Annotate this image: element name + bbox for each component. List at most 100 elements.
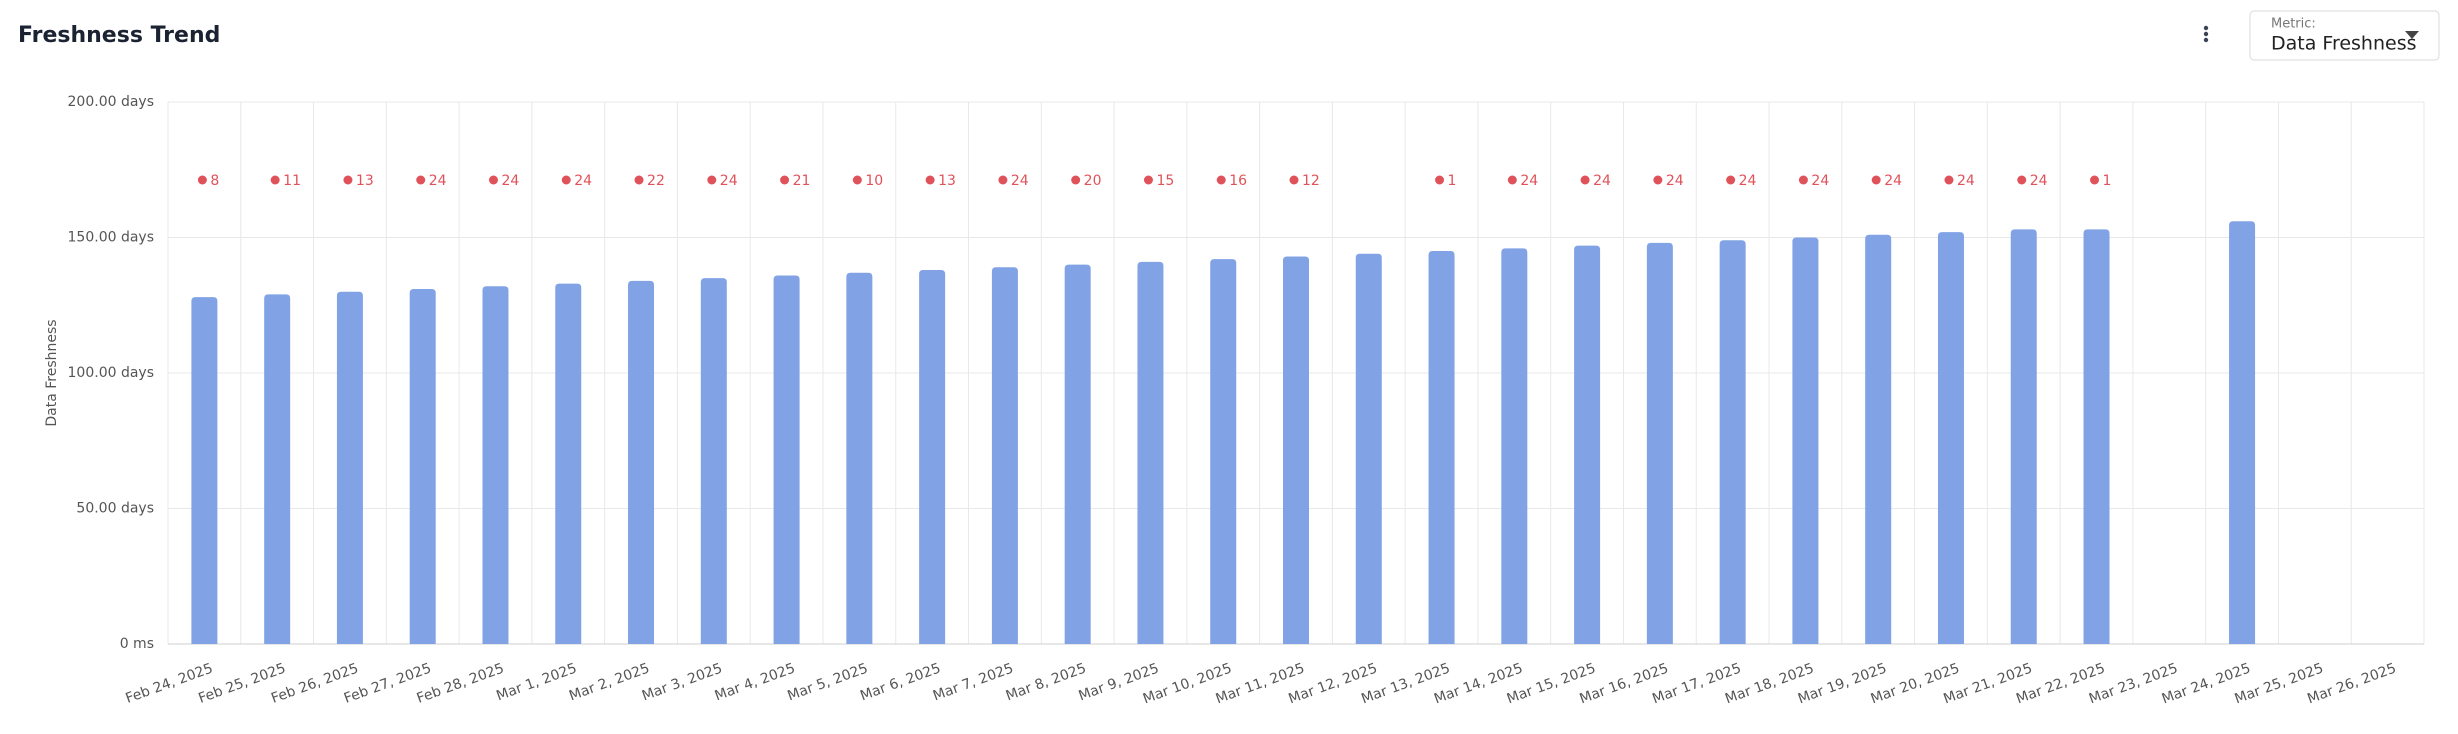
bar (2010, 229, 2037, 644)
incident-dot (1944, 175, 1954, 185)
bar (1501, 248, 1528, 644)
incident-count: 24 (1666, 173, 1684, 189)
incident-count: 24 (1884, 173, 1902, 189)
x-tick-label: Mar 5, 2025 (785, 660, 870, 704)
incident-count: 24 (1811, 173, 1829, 189)
incident-count: 20 (1084, 173, 1102, 189)
incident-dot (780, 175, 790, 185)
incident-dot (561, 175, 571, 185)
x-tick-label: Mar 2, 2025 (567, 660, 652, 704)
incident-count: 24 (1011, 173, 1029, 189)
bar (1719, 240, 1746, 644)
bar (191, 297, 218, 644)
more-menu[interactable] (2192, 20, 2220, 48)
incident-count: 22 (647, 173, 665, 189)
incident-count: 16 (1229, 173, 1247, 189)
y-axis-title: Data Freshness (44, 319, 60, 426)
bar (2229, 221, 2256, 645)
metric-dropdown[interactable]: Metric: Data Freshness (2249, 10, 2440, 61)
incident-dot (1580, 175, 1590, 185)
incident-count: 12 (1302, 173, 1320, 189)
incident-count: 11 (283, 173, 301, 189)
bar (628, 280, 655, 644)
dropdown-label: Metric: (2271, 17, 2316, 32)
incident-count: 21 (793, 173, 811, 189)
dropdown-value: Data Freshness (2271, 33, 2417, 55)
incident-dot (1507, 175, 1517, 185)
dot (2203, 25, 2209, 31)
bar (555, 283, 582, 644)
incident-dot (1726, 175, 1736, 185)
y-tick-label: 50.00 days (76, 501, 154, 517)
incident-dot (1871, 175, 1881, 185)
y-tick-label: 0 ms (120, 636, 154, 652)
dropdown-box[interactable] (2249, 10, 2440, 61)
bar (336, 291, 363, 644)
incident-count: 13 (938, 173, 956, 189)
incident-dot (197, 175, 207, 185)
bar (1937, 232, 1964, 644)
bar (1210, 259, 1237, 644)
incident-count: 24 (1520, 173, 1538, 189)
x-tick-label: Mar 3, 2025 (640, 660, 725, 704)
incident-dot (488, 175, 498, 185)
bar (700, 278, 727, 644)
dropdown-caret (2405, 31, 2419, 39)
dot (2203, 31, 2209, 37)
bar (1574, 245, 1601, 644)
incident-dot (416, 175, 426, 185)
incident-count: 24 (720, 173, 738, 189)
incident-dot (1289, 175, 1299, 185)
bar (1646, 242, 1673, 645)
incident-dot (2017, 175, 2027, 185)
incident-count: 1 (2103, 173, 2112, 189)
incident-dot (707, 175, 717, 185)
bar (482, 286, 509, 644)
incident-dot (1798, 175, 1808, 185)
incident-dot (270, 175, 280, 185)
incident-dot (343, 175, 353, 185)
incident-count: 24 (1957, 173, 1975, 189)
y-tick-label: 150.00 days (68, 230, 154, 246)
bar (264, 294, 291, 644)
incident-dot (1653, 175, 1663, 185)
incident-count: 24 (501, 173, 519, 189)
bar (919, 270, 946, 644)
incident-dot (1216, 175, 1226, 185)
incident-count: 24 (1593, 173, 1611, 189)
x-tick-label: Mar 8, 2025 (1004, 660, 1089, 704)
incident-count: 10 (865, 173, 883, 189)
bar (1355, 253, 1382, 644)
incident-count: 24 (429, 173, 447, 189)
bar (409, 288, 436, 644)
bar (1137, 261, 1164, 644)
incident-count: 15 (1156, 173, 1174, 189)
bar (1865, 234, 1892, 645)
bar (1283, 256, 1309, 644)
x-tick-label: Mar 1, 2025 (494, 660, 579, 704)
y-tick-label: 100.00 days (68, 365, 154, 381)
chart-title: Freshness Trend (18, 23, 220, 48)
y-tick-label: 200.00 days (68, 94, 154, 110)
x-tick-label: Mar 6, 2025 (858, 660, 943, 704)
bar (1064, 264, 1091, 644)
incident-count: 24 (1739, 173, 1757, 189)
bar (2083, 229, 2110, 644)
incident-dot (998, 175, 1008, 185)
incident-dot (1071, 175, 1081, 185)
bar (846, 272, 873, 644)
incident-dot (1435, 175, 1445, 185)
bar (1792, 237, 1819, 644)
incident-dot (634, 175, 644, 185)
bar (773, 275, 800, 644)
incident-count: 13 (356, 173, 374, 189)
incident-count: 24 (574, 173, 592, 189)
incident-count: 1 (1448, 173, 1457, 189)
bar (1428, 251, 1455, 645)
incident-count: 8 (210, 173, 219, 189)
bar (991, 267, 1018, 644)
x-tick-label: Mar 4, 2025 (713, 660, 798, 704)
dot (2203, 37, 2209, 43)
